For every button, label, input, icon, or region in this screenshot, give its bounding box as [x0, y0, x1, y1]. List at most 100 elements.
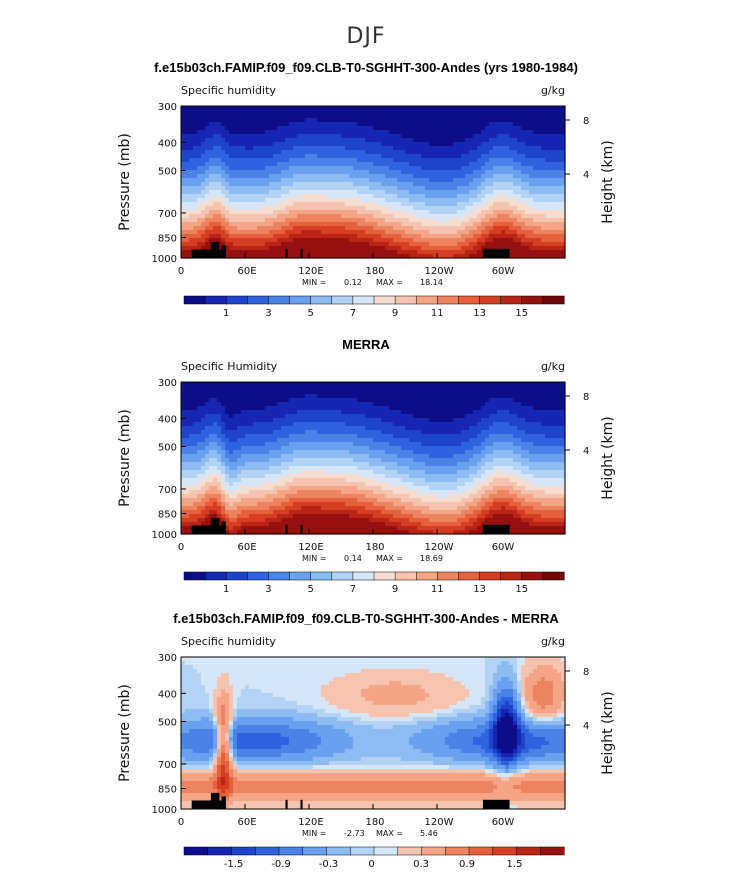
- heatmap-cell: [425, 110, 430, 115]
- heatmap-cell: [437, 130, 442, 135]
- heatmap-cell: [277, 418, 282, 423]
- heatmap-cell: [205, 130, 210, 135]
- heatmap-cell: [405, 114, 410, 119]
- heatmap-cell: [257, 198, 262, 203]
- heatmap-cell: [301, 402, 306, 407]
- heatmap-cell: [317, 110, 322, 115]
- heatmap-cell: [229, 226, 234, 231]
- heatmap-cell: [409, 246, 414, 251]
- heatmap-cell: [561, 106, 566, 111]
- heatmap-cell: [457, 118, 462, 123]
- heatmap-cell: [333, 154, 338, 159]
- heatmap-cell: [413, 386, 418, 391]
- heatmap-cell: [421, 254, 426, 259]
- heatmap-cell: [353, 114, 358, 119]
- heatmap-cell: [525, 138, 530, 143]
- heatmap-cell: [525, 202, 530, 207]
- heatmap-cell: [369, 222, 374, 227]
- heatmap-cell: [329, 150, 334, 155]
- heatmap-cell: [361, 198, 366, 203]
- heatmap-cell: [477, 142, 482, 147]
- heatmap-cell: [197, 410, 202, 415]
- heatmap-cell: [481, 418, 486, 423]
- heatmap-cell: [309, 246, 314, 251]
- heatmap-cell: [281, 238, 286, 243]
- heatmap-cell: [281, 222, 286, 227]
- heatmap-cell: [441, 250, 446, 255]
- heatmap-cell: [401, 410, 406, 415]
- heatmap-cell: [421, 118, 426, 123]
- x-tick-label: 60W: [492, 266, 515, 277]
- heatmap-cell: [265, 146, 270, 151]
- heatmap-cell: [545, 234, 550, 239]
- heatmap-cell: [353, 426, 358, 431]
- heatmap-cell: [513, 254, 518, 259]
- heatmap-cell: [469, 422, 474, 427]
- heatmap-cell: [189, 422, 194, 427]
- heatmap-cell: [425, 410, 430, 415]
- heatmap-cell: [297, 210, 302, 215]
- heatmap-cell: [533, 126, 538, 131]
- heatmap-cell: [449, 174, 454, 179]
- heatmap-cell: [469, 386, 474, 391]
- heatmap-cell: [201, 434, 206, 439]
- heatmap-cell: [221, 154, 226, 159]
- heatmap-cell: [529, 150, 534, 155]
- heatmap-cell: [193, 142, 198, 147]
- heatmap-cell: [369, 190, 374, 195]
- heatmap-cell: [229, 246, 234, 251]
- heatmap-cell: [257, 214, 262, 219]
- heatmap-cell: [257, 130, 262, 135]
- heatmap-cell: [273, 166, 278, 171]
- heatmap-cell: [389, 410, 394, 415]
- heatmap-cell: [469, 210, 474, 215]
- heatmap-cell: [477, 138, 482, 143]
- heatmap-cell: [229, 214, 234, 219]
- heatmap-cell: [481, 222, 486, 227]
- heatmap-cell: [361, 174, 366, 179]
- heatmap-cell: [317, 238, 322, 243]
- heatmap-cell: [457, 114, 462, 119]
- heatmap-cell: [429, 222, 434, 227]
- heatmap-cell: [289, 414, 294, 419]
- heatmap-cell: [397, 234, 402, 239]
- heatmap-cell: [293, 206, 298, 211]
- heatmap-cell: [445, 410, 450, 415]
- heatmap-cell: [377, 138, 382, 143]
- heatmap-cell: [485, 110, 490, 115]
- heatmap-cell: [337, 402, 342, 407]
- heatmap-cell: [197, 418, 202, 423]
- heatmap-cell: [329, 218, 334, 223]
- heatmap-cell: [221, 114, 226, 119]
- heatmap-cell: [481, 186, 486, 191]
- heatmap-cell: [269, 422, 274, 427]
- heatmap-cell: [401, 154, 406, 159]
- heatmap-cell: [217, 142, 222, 147]
- heatmap-cell: [289, 130, 294, 135]
- heatmap-cell: [225, 146, 230, 151]
- heatmap-cell: [233, 218, 238, 223]
- heatmap-cell: [489, 210, 494, 215]
- heatmap-cell: [201, 122, 206, 127]
- heatmap-cell: [369, 394, 374, 399]
- heatmap-cell: [345, 414, 350, 419]
- heatmap-cell: [325, 194, 330, 199]
- heatmap-cell: [553, 122, 558, 127]
- heatmap-cell: [457, 218, 462, 223]
- heatmap-cell: [385, 218, 390, 223]
- heatmap-cell: [453, 178, 458, 183]
- heatmap-cell: [517, 250, 522, 255]
- heatmap-cell: [385, 426, 390, 431]
- heatmap-cell: [561, 222, 566, 227]
- heatmap-cell: [389, 146, 394, 151]
- heatmap-cell: [201, 430, 206, 435]
- heatmap-cell: [341, 214, 346, 219]
- heatmap-cell: [433, 110, 438, 115]
- heatmap-cell: [541, 166, 546, 171]
- heatmap-cell: [429, 410, 434, 415]
- heatmap-cell: [421, 242, 426, 247]
- heatmap-cell: [457, 162, 462, 167]
- heatmap-cell: [329, 422, 334, 427]
- heatmap-cell: [397, 206, 402, 211]
- heatmap-cell: [521, 234, 526, 239]
